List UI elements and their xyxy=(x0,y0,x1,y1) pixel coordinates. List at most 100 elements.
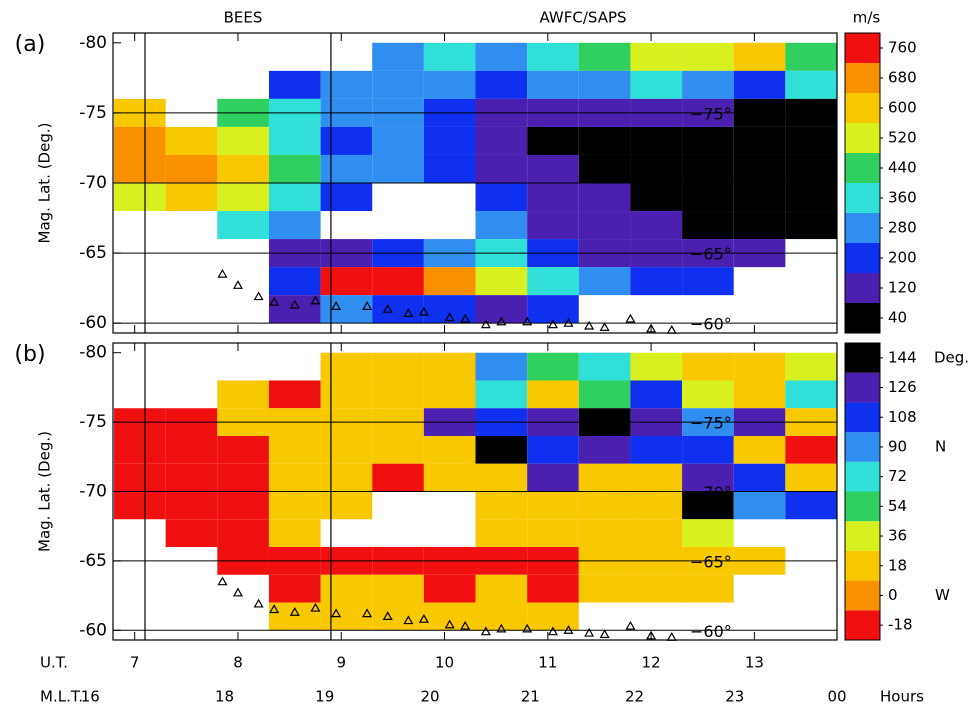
cell xyxy=(527,183,579,212)
cell xyxy=(217,154,269,183)
cell xyxy=(630,154,683,183)
y-tick-label: -70 xyxy=(79,482,107,502)
cell xyxy=(630,574,683,603)
cell xyxy=(682,463,734,492)
cell xyxy=(527,267,579,296)
boundary-marker xyxy=(599,629,610,639)
cell xyxy=(785,42,837,71)
cell xyxy=(372,380,424,409)
cell xyxy=(785,211,837,240)
cell xyxy=(217,183,269,212)
cell xyxy=(372,42,424,71)
cell xyxy=(320,126,373,155)
cell xyxy=(114,154,166,183)
cell xyxy=(578,463,631,492)
cell xyxy=(682,574,734,603)
cell xyxy=(630,42,683,71)
lat-label: −65° xyxy=(690,552,732,571)
cell xyxy=(320,463,373,492)
colorbar-tick-label: -18 xyxy=(888,616,913,634)
y-tick-label: -70 xyxy=(79,173,107,193)
region-label: AWFC/SAPS xyxy=(539,9,626,27)
colorbar-band xyxy=(845,183,880,213)
cell xyxy=(630,211,683,240)
cell xyxy=(682,519,734,548)
cell xyxy=(630,267,683,296)
boundary-marker xyxy=(522,316,533,326)
cell xyxy=(785,352,837,381)
cell xyxy=(527,463,579,492)
cell xyxy=(217,491,269,520)
colorbar-frame xyxy=(844,32,881,334)
cell xyxy=(475,126,528,155)
colorbar-band xyxy=(845,521,880,551)
x-tick-label: 11 xyxy=(538,654,557,672)
boundary-marker xyxy=(625,620,636,630)
cell xyxy=(372,126,424,155)
cell xyxy=(475,70,528,99)
y-tick-label: -60 xyxy=(79,313,107,333)
cell xyxy=(268,435,321,464)
cell xyxy=(733,352,786,381)
cell xyxy=(733,211,786,240)
mlt-tick-label: 19 xyxy=(315,688,334,706)
cell xyxy=(682,491,734,520)
colorbar-tick-label: 440 xyxy=(888,159,917,177)
cell xyxy=(217,435,269,464)
boundary-marker xyxy=(522,623,533,633)
colorbar-tick-label: 760 xyxy=(888,39,917,57)
x-tick-label: 7 xyxy=(130,654,140,672)
cell xyxy=(475,574,528,603)
cell xyxy=(320,435,373,464)
colorbar-band xyxy=(845,303,880,333)
cell xyxy=(578,491,631,520)
cell xyxy=(114,435,166,464)
cell xyxy=(165,435,218,464)
cell xyxy=(785,463,837,492)
boundary-marker xyxy=(444,312,455,322)
colorbar-tick-label: 280 xyxy=(888,219,917,237)
boundary-marker xyxy=(232,587,244,597)
direction-label: N xyxy=(935,437,946,455)
cell xyxy=(527,435,579,464)
cell xyxy=(630,126,683,155)
cell xyxy=(320,352,373,381)
cell xyxy=(785,126,837,155)
cell xyxy=(475,602,528,631)
cell xyxy=(475,491,528,520)
boundary-marker xyxy=(217,576,228,586)
cell xyxy=(165,491,218,520)
cell xyxy=(578,435,631,464)
cell xyxy=(423,574,476,603)
cell xyxy=(320,70,373,99)
cell xyxy=(423,435,476,464)
cell xyxy=(475,352,528,381)
colorbar-tick-label: 680 xyxy=(888,69,917,87)
cell xyxy=(578,519,631,548)
cell xyxy=(630,463,683,492)
x-tick-label: 9 xyxy=(336,654,346,672)
colorbar-tick-label: 54 xyxy=(888,497,907,515)
cell xyxy=(733,183,786,212)
boundary-marker xyxy=(547,626,559,636)
cell xyxy=(268,295,321,324)
cell xyxy=(733,380,786,409)
x-tick-label: 8 xyxy=(233,654,243,672)
colorbar-band xyxy=(845,153,880,183)
colorbar-band xyxy=(845,93,880,123)
cell xyxy=(785,435,837,464)
cell xyxy=(785,183,837,212)
cell xyxy=(578,154,631,183)
cell xyxy=(578,126,631,155)
boundary-marker xyxy=(310,295,321,305)
cell xyxy=(733,435,786,464)
x-axis-label: U.T. xyxy=(40,654,68,672)
cell xyxy=(527,211,579,240)
cell xyxy=(682,267,734,296)
boundary-marker xyxy=(584,627,595,637)
colorbar-band xyxy=(845,550,880,581)
cell xyxy=(372,352,424,381)
cell xyxy=(733,491,786,520)
y-axis-label: Mag. Lat. (Deg.) xyxy=(36,123,54,244)
cell xyxy=(475,154,528,183)
